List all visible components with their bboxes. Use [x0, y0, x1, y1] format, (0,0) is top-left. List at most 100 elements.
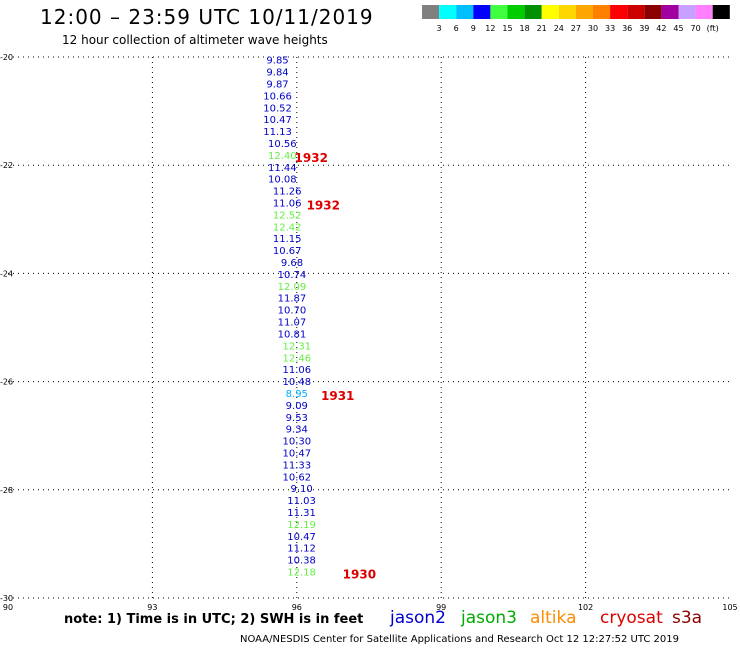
wave-height-label: 12.18	[287, 567, 316, 578]
footer-credit: NOAA/NESDIS Center for Satellite Applica…	[240, 634, 679, 645]
wave-height-label: 12.19	[287, 520, 316, 531]
wave-height-label: 12.09	[278, 282, 307, 293]
wave-height-label: 11.03	[287, 496, 316, 507]
legend-jason2: jason2	[390, 608, 446, 628]
map-subtitle: 12 hour collection of altimeter wave hei…	[62, 33, 328, 47]
wave-height-label: 11.44	[268, 163, 297, 174]
wave-height-label: 12.52	[273, 210, 302, 221]
longitude-tick-label: 93	[147, 603, 157, 612]
latitude-tick-label: -28	[0, 486, 13, 495]
colorbar-swatch	[473, 5, 491, 19]
latitude-tick-label: -24	[0, 269, 13, 278]
latitude-tick-label: -20	[0, 53, 13, 62]
colorbar-swatch	[575, 5, 593, 19]
wave-height-label: 12.40	[268, 151, 297, 162]
colorbar-swatch	[661, 5, 679, 19]
pass-time-label: 1932	[307, 199, 340, 213]
longitude-tick-label: 99	[436, 603, 446, 612]
wave-height-label: 11.15	[273, 234, 302, 245]
wave-height-label: 9.10	[290, 484, 312, 495]
wave-height-label: 9.84	[266, 68, 288, 79]
wave-height-label: 11.06	[282, 365, 311, 376]
wave-height-label: 10.70	[278, 306, 307, 317]
colorbar-label: 27	[571, 24, 581, 33]
wave-height-label: 11.06	[273, 199, 302, 210]
wave-height-label: 9.09	[286, 401, 308, 412]
colorbar-label: 18	[520, 24, 530, 33]
colorbar-label: 12	[485, 24, 495, 33]
colorbar-label: 24	[554, 24, 564, 33]
wave-height-label: 11.33	[282, 460, 311, 471]
longitude-tick-label: 105	[722, 603, 737, 612]
legend-s3a: s3a	[672, 608, 703, 628]
longitude-tick-label: 102	[578, 603, 593, 612]
footer-note: note: 1) Time is in UTC; 2) SWH is in fe…	[64, 612, 364, 627]
colorbar-swatch	[678, 5, 696, 19]
colorbar-label: 33	[605, 24, 615, 33]
latitude-tick-label: -26	[0, 378, 13, 387]
legend-jason3: jason3	[461, 608, 517, 628]
legend-cryosat: cryosat	[600, 608, 663, 628]
colorbar-label: 30	[588, 24, 598, 33]
wave-height-label: 11.87	[278, 294, 307, 305]
colorbar-swatch	[524, 5, 542, 19]
wave-height-label: 11.26	[273, 187, 302, 198]
colorbar-swatch	[439, 5, 457, 19]
wave-height-label: 10.67	[273, 246, 302, 257]
latitude-tick-label: -30	[0, 594, 13, 603]
wave-height-label: 10.30	[282, 437, 311, 448]
colorbar-label: 45	[673, 24, 683, 33]
colorbar-label: 36	[622, 24, 632, 33]
wave-height-label: 10.47	[287, 532, 316, 543]
colorbar-swatch	[593, 5, 611, 19]
colorbar-swatch	[558, 5, 576, 19]
colorbar-label: 21	[537, 24, 547, 33]
wave-height-label: 10.48	[282, 377, 311, 388]
longitude-tick-label: 96	[292, 603, 302, 612]
wave-height-label: 10.81	[278, 329, 307, 340]
wave-height-label: 9.85	[266, 56, 288, 67]
pass-time-label: 1930	[343, 568, 376, 582]
colorbar-swatch	[456, 5, 474, 19]
wave-height-label: 10.38	[287, 556, 316, 567]
colorbar-swatch	[610, 5, 628, 19]
colorbar-label: 9	[471, 24, 476, 33]
wave-height-label: 10.47	[282, 448, 311, 459]
wave-height-label: 9.87	[266, 80, 288, 91]
colorbar-label: 39	[639, 24, 649, 33]
colorbar-swatch	[712, 5, 730, 19]
latitude-tick-label: -22	[0, 161, 13, 170]
wave-height-label: 8.95	[286, 389, 308, 400]
wave-height-label: 12.42	[273, 222, 302, 233]
wave-height-label: 11.12	[287, 544, 316, 555]
wave-height-label: 9.68	[281, 258, 303, 269]
pass-time-label: 1931	[321, 389, 354, 403]
map-title: 12:00 – 23:59 UTC 10/11/2019	[40, 5, 374, 29]
colorbar-swatch	[490, 5, 508, 19]
colorbar-label: 42	[656, 24, 666, 33]
wave-height-label: 10.52	[263, 103, 292, 114]
wave-height-label: 12.46	[282, 353, 311, 364]
longitude-tick-label: 90	[3, 603, 13, 612]
wave-height-label: 12.31	[282, 341, 311, 352]
wave-height-label: 10.74	[278, 270, 307, 281]
wave-height-label: 10.66	[263, 91, 292, 102]
colorbar-swatch	[627, 5, 645, 19]
colorbar-swatch	[695, 5, 713, 19]
wave-height-label: 11.13	[263, 127, 292, 138]
wave-height-label: 10.62	[282, 472, 311, 483]
legend-altika: altika	[530, 608, 577, 628]
colorbar-label: 15	[502, 24, 512, 33]
colorbar-swatch	[422, 5, 440, 19]
colorbar-swatch	[644, 5, 662, 19]
wave-height-label: 10.47	[263, 115, 292, 126]
wave-height-label: 11.31	[287, 508, 316, 519]
colorbar-label: 70	[691, 24, 701, 33]
wave-height-label: 11.07	[278, 318, 307, 329]
wave-height-label: 9.53	[286, 413, 308, 424]
wave-height-label: 10.56	[268, 139, 297, 150]
colorbar-swatch	[507, 5, 525, 19]
color-scale-legend: 3 6 9 12 15 18 21 24 27 30 33 36 39 42 45 70 (ft)	[422, 5, 730, 33]
colorbar-label: 3	[437, 24, 442, 33]
